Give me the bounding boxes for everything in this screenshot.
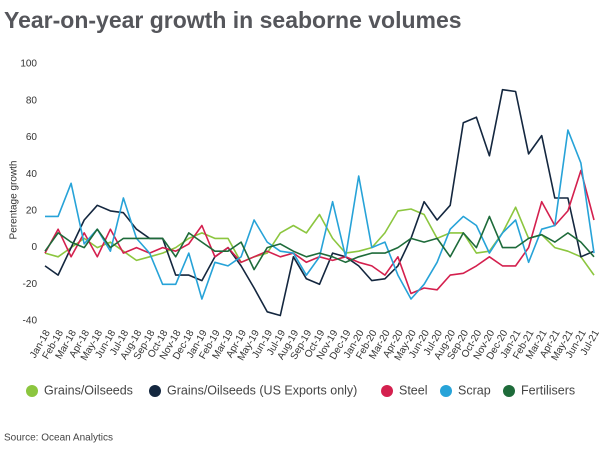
y-tick-label: 20 [26, 205, 38, 216]
y-axis-label: Perentage growth [9, 161, 20, 240]
legend-label: Fertilisers [521, 383, 575, 397]
legend-marker [503, 385, 515, 397]
y-tick-label: 80 [26, 95, 38, 106]
chart-title: Year-on-year growth in seaborne volumes [4, 7, 462, 33]
y-tick-label: 40 [26, 169, 38, 180]
legend-marker [381, 385, 393, 397]
legend-marker [440, 385, 452, 397]
y-tick-label: 100 [20, 59, 37, 70]
legend-label: Grains/Oilseeds (US Exports only) [167, 383, 357, 397]
legend-label: Grains/Oilseeds [44, 383, 133, 397]
legend-marker [149, 385, 161, 397]
series-line [44, 88, 595, 317]
legend-marker [26, 385, 38, 397]
legend-label: Scrap [458, 383, 491, 397]
series-line [44, 215, 595, 271]
y-tick-label: -20 [23, 279, 38, 290]
series-line [44, 169, 595, 295]
y-tick-label: 0 [31, 242, 37, 253]
source: Source: Ocean Analytics [4, 433, 113, 444]
legend-label: Steel [399, 383, 428, 397]
y-tick-label: 60 [26, 132, 38, 143]
y-tick-label: -40 [23, 316, 38, 327]
